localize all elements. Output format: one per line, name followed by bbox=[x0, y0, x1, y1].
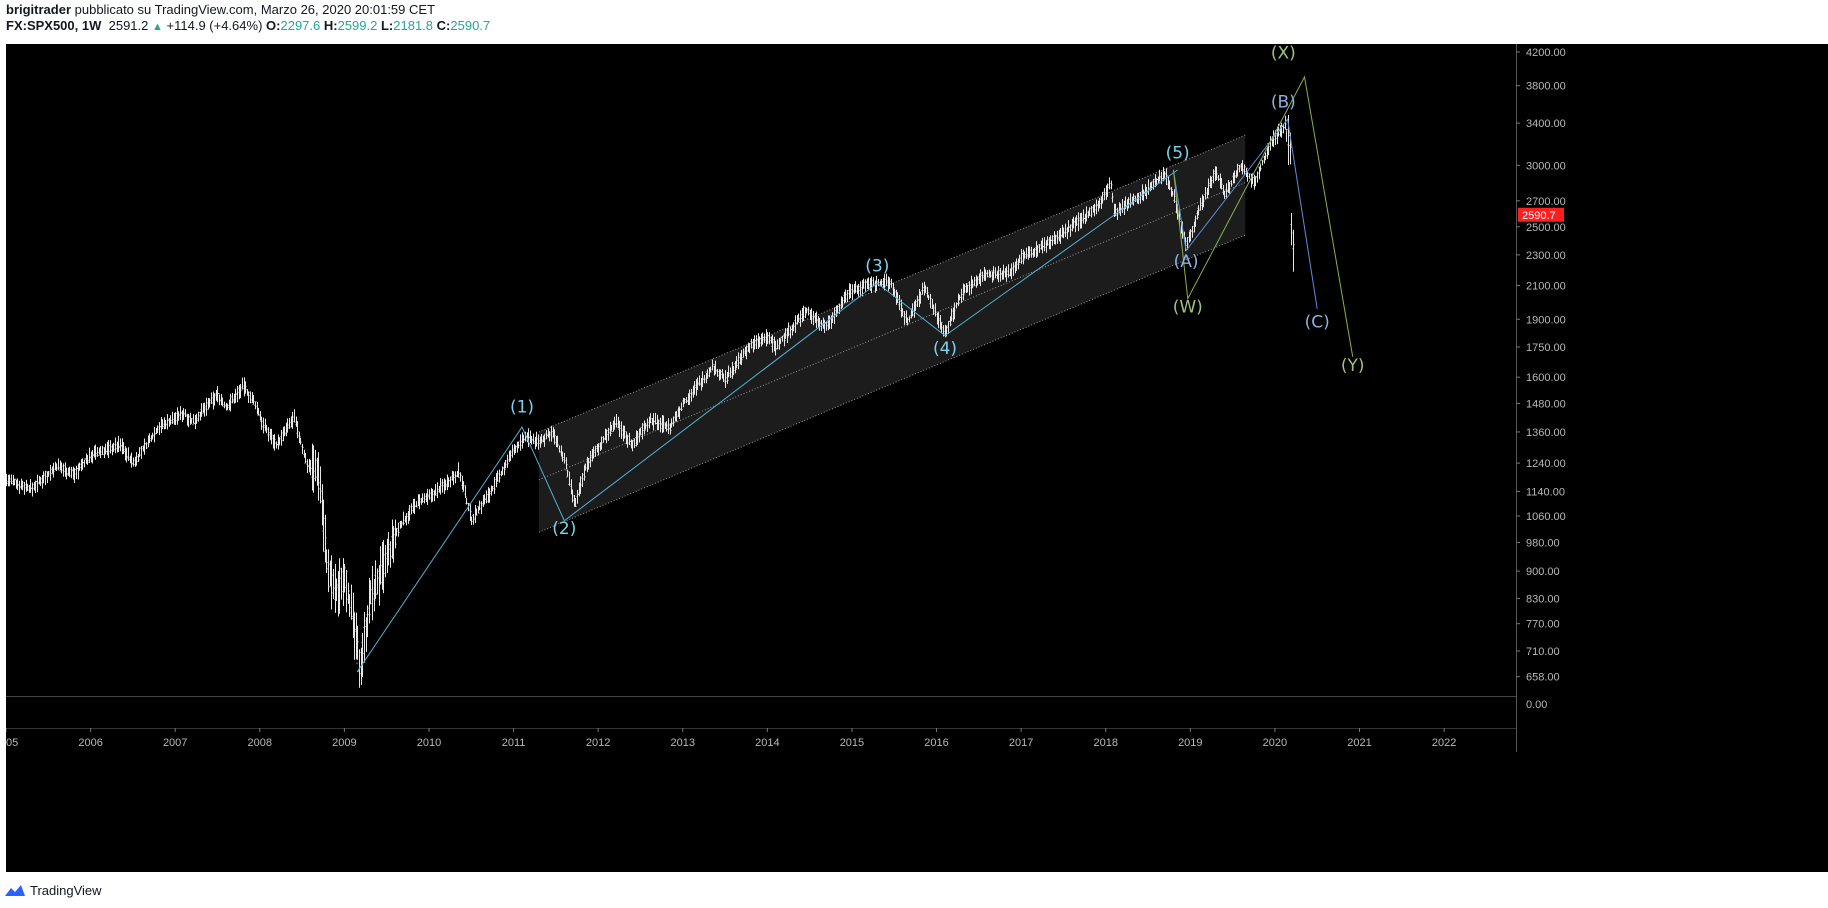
wave-label-impulse: (4) bbox=[933, 339, 957, 359]
close-label: C: bbox=[436, 18, 451, 33]
wave-label-impulse: (5) bbox=[1166, 144, 1190, 164]
x-tick-label: 2006 bbox=[78, 737, 102, 749]
y-tick-label: 3000.00 bbox=[1526, 160, 1566, 172]
x-tick-label: 2017 bbox=[1009, 737, 1033, 749]
wave-label-wxy: (W) bbox=[1173, 297, 1203, 317]
wave-label-wxy: (Y) bbox=[1341, 356, 1365, 376]
x-tick-label: 2011 bbox=[502, 737, 526, 749]
last-price-tag-bg bbox=[1518, 207, 1564, 222]
indicator-tick-label: 0.00 bbox=[1526, 699, 1547, 711]
chart-area[interactable]: (1) (2) (3) (4) (5) (A) (B) (C) (W) (X) (Y) 4200.00… bbox=[6, 44, 1828, 872]
high-label: H: bbox=[323, 18, 338, 33]
y-tick-label: 658.00 bbox=[1526, 672, 1560, 684]
y-tick-label: 1600.00 bbox=[1526, 372, 1566, 384]
wave-line-impulse bbox=[356, 169, 1178, 673]
wave-label-impulse: (2) bbox=[552, 519, 576, 539]
up-arrow-icon: ▲ bbox=[152, 21, 163, 33]
publish-info: pubblicato su TradingView.com, Marzo 26,… bbox=[74, 2, 436, 17]
x-tick-label: 2012 bbox=[586, 737, 610, 749]
low-label: L: bbox=[380, 18, 394, 33]
y-tick-label: 2700.00 bbox=[1526, 196, 1566, 208]
footer: TradingView bbox=[4, 879, 102, 901]
trend-channel bbox=[538, 135, 1246, 533]
y-tick-label: 2100.00 bbox=[1526, 281, 1566, 293]
indicator-separator bbox=[6, 696, 1516, 697]
y-tick-label: 830.00 bbox=[1526, 593, 1560, 605]
x-tick-label: 2009 bbox=[332, 737, 356, 749]
weekly-bars bbox=[6, 115, 1295, 688]
tradingview-logo-icon bbox=[5, 885, 25, 896]
last-price: 2591.2 bbox=[108, 18, 149, 33]
y-tick-label: 900.00 bbox=[1526, 566, 1560, 578]
y-tick-label: 1480.00 bbox=[1526, 398, 1566, 410]
y-tick-label: 1360.00 bbox=[1526, 427, 1566, 439]
wave-label-abc: (B) bbox=[1271, 93, 1296, 113]
y-tick-label: 3800.00 bbox=[1526, 81, 1566, 93]
price-change: +114.9 (+4.64%) bbox=[166, 18, 263, 33]
wave-line-abc bbox=[1172, 117, 1318, 309]
x-tick-label: 2022 bbox=[1432, 737, 1456, 749]
x-tick-label: 2005 bbox=[6, 737, 18, 749]
y-tick-label: 3400.00 bbox=[1526, 118, 1566, 130]
chart-header: brigitrader pubblicato su TradingView.co… bbox=[6, 2, 1806, 35]
close-value: 2590.7 bbox=[450, 18, 491, 33]
y-tick-label: 2300.00 bbox=[1526, 250, 1566, 262]
x-tick-label: 2015 bbox=[840, 737, 864, 749]
x-tick-label: 2020 bbox=[1263, 737, 1287, 749]
y-tick-label: 1900.00 bbox=[1526, 314, 1566, 326]
footer-brand: TradingView bbox=[30, 882, 102, 898]
wave-label-impulse: (1) bbox=[510, 398, 534, 418]
price-chart[interactable]: (1) (2) (3) (4) (5) (A) (B) (C) (W) (X) (Y) 4200.00… bbox=[6, 44, 1828, 872]
y-tick-label: 1750.00 bbox=[1526, 342, 1566, 354]
last-price-tag: 2590.7 bbox=[1522, 210, 1556, 222]
wave-label-impulse: (3) bbox=[865, 256, 889, 276]
y-tick-label: 1140.00 bbox=[1526, 486, 1565, 498]
x-tick-label: 2013 bbox=[671, 737, 695, 749]
time-axis-border bbox=[6, 728, 1516, 729]
y-tick-label: 1240.00 bbox=[1526, 458, 1566, 470]
y-tick-label: 4200.00 bbox=[1526, 47, 1566, 59]
open-label: O: bbox=[266, 18, 281, 33]
x-tick-label: 2014 bbox=[755, 737, 779, 749]
wave-label-abc: (C) bbox=[1305, 312, 1330, 332]
author-name: brigitrader bbox=[6, 2, 72, 17]
y-tick-label: 2500.00 bbox=[1526, 222, 1566, 234]
y-tick-label: 980.00 bbox=[1526, 537, 1560, 549]
x-tick-label: 2007 bbox=[163, 737, 187, 749]
symbol-label: FX:SPX500, 1W bbox=[6, 18, 102, 33]
x-tick-label: 2018 bbox=[1093, 737, 1117, 749]
x-tick-label: 2019 bbox=[1178, 737, 1202, 749]
wave-label-wxy: (X) bbox=[1271, 44, 1296, 63]
wave-label-abc: (A) bbox=[1174, 252, 1199, 272]
x-tick-label: 2010 bbox=[417, 737, 441, 749]
y-tick-label: 1060.00 bbox=[1526, 511, 1566, 523]
wave-line-wxy bbox=[1172, 75, 1354, 357]
x-tick-label: 2021 bbox=[1347, 737, 1371, 749]
x-tick-label: 2008 bbox=[248, 737, 272, 749]
x-tick-label: 2016 bbox=[924, 737, 948, 749]
y-tick-label: 770.00 bbox=[1526, 619, 1560, 631]
low-value: 2181.8 bbox=[393, 18, 434, 33]
high-value: 2599.2 bbox=[337, 18, 378, 33]
price-axis-border bbox=[1516, 44, 1517, 752]
open-value: 2297.6 bbox=[280, 18, 321, 33]
y-tick-label: 710.00 bbox=[1526, 646, 1560, 658]
